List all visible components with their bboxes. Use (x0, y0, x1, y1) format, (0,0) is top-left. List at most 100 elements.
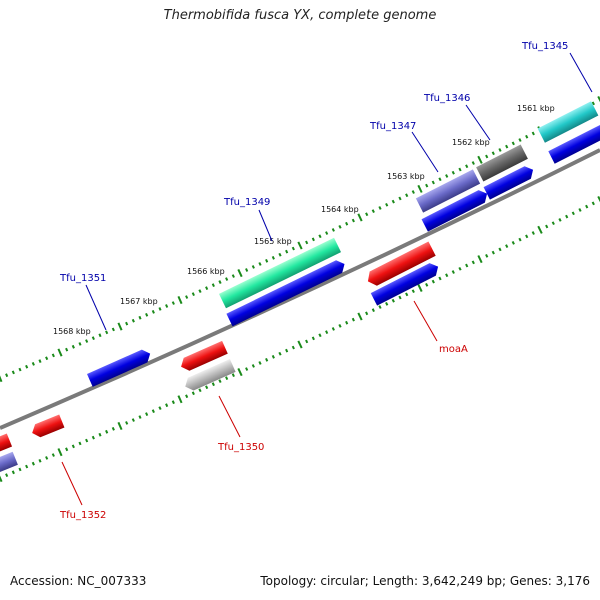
gene-label-tfu-1346[interactable]: Tfu_1346 (423, 93, 470, 104)
minor-tick (278, 351, 282, 356)
minor-tick (45, 356, 49, 361)
minor-tick (111, 327, 115, 332)
minor-tick (325, 231, 329, 235)
cds-tfu-1351[interactable] (87, 347, 153, 387)
minor-tick (18, 367, 22, 372)
gene-label-tfu-1347[interactable]: Tfu_1347 (369, 121, 416, 132)
minor-tick (305, 339, 309, 344)
feature-tfu-1352[interactable] (30, 414, 65, 440)
minor-tick (438, 276, 442, 281)
minor-tick (531, 131, 535, 136)
minor-tick (231, 274, 235, 278)
minor-tick (85, 339, 89, 343)
major-tick (597, 95, 600, 103)
major-tick (357, 213, 363, 222)
minor-tick (445, 174, 449, 178)
minor-tick (245, 367, 249, 371)
minor-tick (458, 167, 462, 172)
gene-label-tfu-1350[interactable]: Tfu_1350 (217, 442, 264, 453)
minor-tick (25, 364, 29, 369)
minor-tick (91, 336, 95, 341)
minor-tick (591, 201, 595, 206)
minor-tick (578, 208, 582, 212)
minor-tick (391, 298, 395, 303)
gene-label-tfu-1351[interactable]: Tfu_1351 (59, 273, 106, 284)
minor-tick (171, 400, 175, 405)
minor-tick (518, 237, 522, 242)
scale-label-1566: 1566 kbp (187, 267, 225, 276)
minor-tick (38, 359, 42, 363)
major-tick (117, 421, 123, 431)
minor-tick (371, 209, 375, 214)
cds-moaA[interactable] (370, 260, 442, 306)
feature-tfu-1346[interactable] (476, 144, 528, 182)
minor-tick (465, 164, 469, 169)
minor-tick (251, 265, 255, 269)
minor-tick (365, 212, 369, 217)
cds-tfu-1347[interactable] (421, 187, 491, 232)
minor-tick (491, 250, 495, 255)
scale-label-1568: 1568 kbp (53, 327, 91, 336)
minor-tick (318, 333, 322, 338)
minor-tick (505, 144, 509, 149)
minor-tick (185, 295, 189, 299)
minor-tick (338, 224, 342, 229)
feature-tfu-1350[interactable] (182, 359, 236, 393)
gene-label-tfu-1349[interactable]: Tfu_1349 (223, 197, 270, 208)
minor-tick (131, 318, 135, 323)
feature-moaA[interactable] (364, 241, 436, 289)
cds-tfu-1346[interactable] (483, 164, 537, 200)
minor-tick (485, 154, 489, 159)
minor-tick (245, 268, 249, 272)
scale-label-1562: 1562 kbp (452, 138, 490, 147)
minor-tick (425, 282, 429, 287)
cds-tfu-1345[interactable] (548, 121, 600, 164)
minor-tick (511, 141, 515, 146)
minor-tick (191, 292, 195, 296)
minor-tick (378, 206, 382, 210)
feature-tfu-1349[interactable] (218, 237, 342, 309)
minor-tick (258, 361, 262, 365)
major-tick (477, 155, 483, 164)
major-tick (0, 375, 3, 383)
major-tick (57, 448, 63, 457)
feature-tfu-1350-red[interactable] (178, 340, 228, 373)
feature-tfu-1347[interactable] (415, 169, 481, 213)
gene-label-tfu-1352[interactable]: Tfu_1352 (59, 510, 106, 521)
major-tick (177, 295, 183, 305)
minor-tick (5, 373, 9, 378)
major-tick (0, 475, 3, 483)
minor-tick (11, 470, 15, 475)
minor-tick (445, 273, 449, 278)
minor-tick (165, 403, 169, 408)
minor-tick (491, 151, 495, 156)
minor-tick (231, 373, 235, 378)
scale-label-1567: 1567 kbp (120, 297, 158, 306)
minor-tick (471, 161, 475, 165)
minor-tick (305, 240, 309, 245)
minor-tick (71, 444, 75, 449)
minor-tick (211, 382, 215, 387)
gene-label-moaA[interactable]: moaA (439, 344, 468, 355)
cds-tfu-1349[interactable] (226, 258, 347, 327)
minor-tick (411, 190, 415, 194)
minor-tick (425, 183, 429, 188)
scale-label-1561: 1561 kbp (517, 104, 555, 113)
minor-tick (525, 134, 529, 139)
minor-tick (171, 301, 175, 305)
minor-tick (291, 345, 295, 350)
minor-tick (271, 255, 275, 260)
feature-tfu-1345[interactable] (537, 101, 599, 143)
minor-tick (285, 348, 289, 353)
minor-tick (278, 252, 282, 257)
feature-edge-red[interactable] (0, 433, 13, 454)
feature-edge-slate[interactable] (0, 451, 18, 474)
minor-tick (585, 204, 589, 209)
minor-tick (31, 362, 35, 366)
gene-label-tfu-1345[interactable]: Tfu_1345 (521, 41, 568, 52)
minor-tick (98, 432, 102, 437)
minor-tick (351, 317, 355, 322)
major-tick (417, 184, 423, 193)
minor-tick (258, 262, 262, 266)
minor-tick (125, 421, 129, 425)
